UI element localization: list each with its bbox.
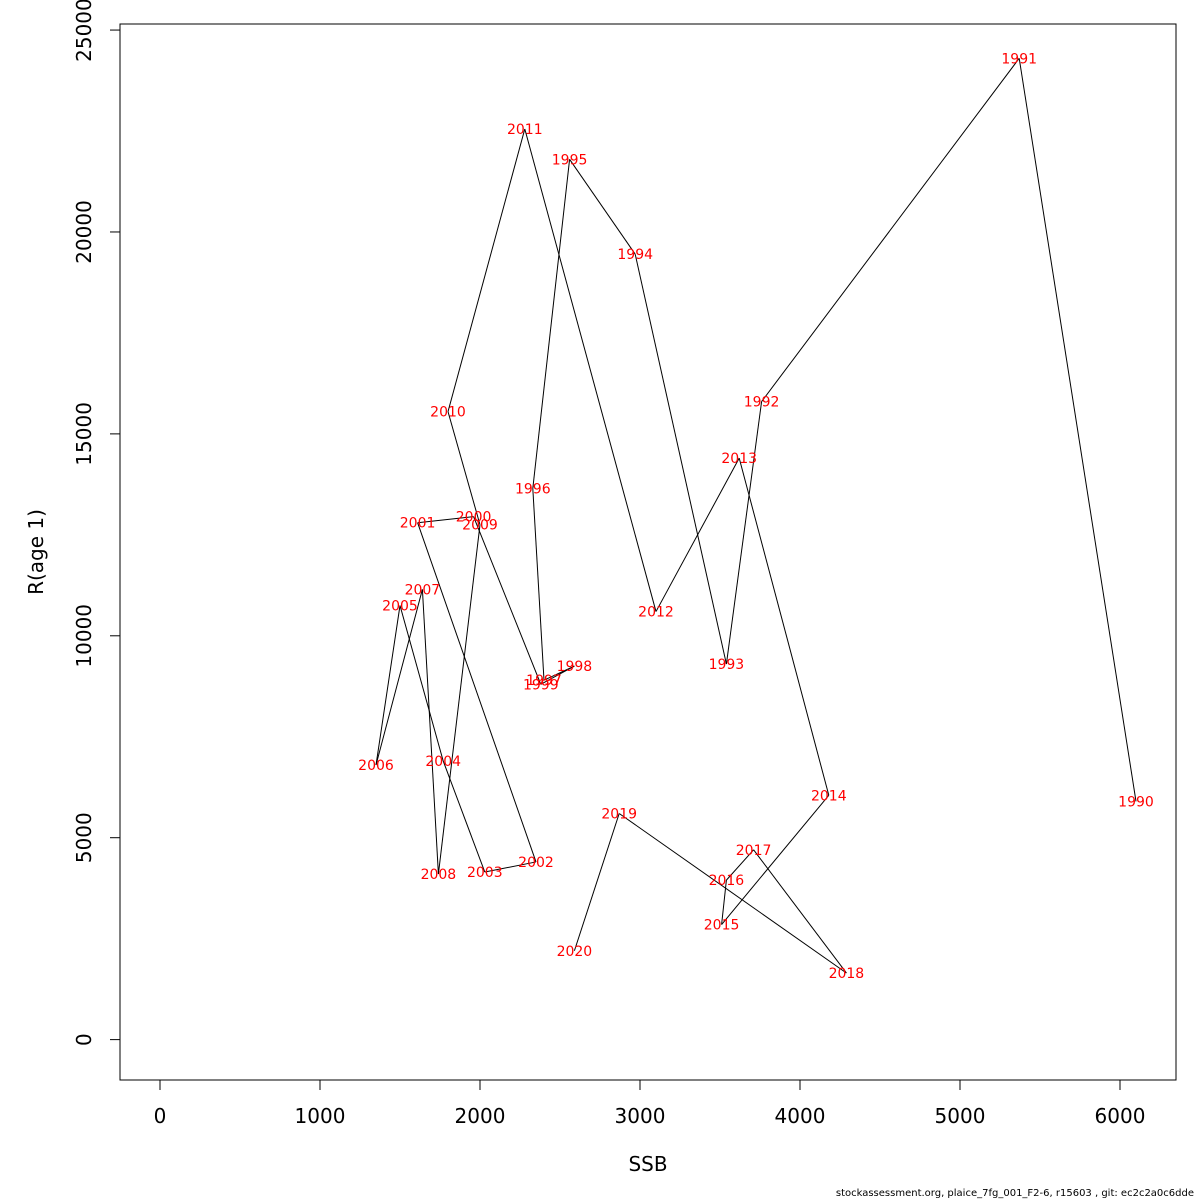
plot-frame	[119, 23, 1177, 1081]
y-tick-label: 15000	[72, 402, 96, 466]
x-tick-label: 6000	[1095, 1104, 1146, 1128]
series-segment	[1018, 58, 1137, 802]
point-year-label: 2016	[709, 873, 745, 889]
x-tick-label: 1000	[295, 1104, 346, 1128]
series-segment	[447, 411, 481, 525]
point-year-label: 2004	[425, 754, 461, 770]
point-year-label: 1998	[557, 659, 593, 675]
series-segment	[634, 254, 727, 665]
point-year-label: 1993	[709, 657, 745, 673]
series-segment	[437, 524, 481, 875]
y-tick-label: 5000	[72, 812, 96, 863]
x-tick-label: 2000	[455, 1104, 506, 1128]
series-segment	[532, 488, 545, 681]
series-segment	[726, 849, 754, 881]
y-tick-label: 25000	[72, 0, 96, 62]
point-year-label: 1994	[617, 247, 653, 263]
series-segment	[417, 516, 474, 524]
point-year-label: 1991	[1001, 51, 1037, 67]
point-year-label: 2020	[557, 944, 593, 960]
point-year-label: 2010	[430, 405, 466, 421]
point-year-label: 1990	[1118, 794, 1154, 810]
series-segment	[753, 849, 847, 974]
point-year-label: 2003	[467, 865, 503, 881]
series-segment	[721, 794, 830, 925]
x-axis-title: SSB	[628, 1152, 667, 1176]
series-segment	[618, 813, 847, 974]
point-year-label: 2017	[736, 843, 772, 859]
point-year-label: 2019	[601, 806, 637, 822]
point-year-label: 2000	[456, 510, 492, 526]
point-year-label: 2008	[421, 867, 457, 883]
series-segment	[573, 813, 620, 951]
footer-source-note: stockassessment.org, plaice_7fg_001_F2-6…	[835, 1188, 1194, 1199]
series-segment	[540, 665, 575, 685]
series-segment	[721, 880, 727, 925]
series-segment	[417, 522, 537, 863]
series-segment	[473, 516, 542, 685]
series-segment	[447, 128, 526, 412]
y-axis-title: R(age 1)	[24, 509, 48, 595]
series-segment	[375, 589, 423, 766]
point-year-label: 2014	[811, 788, 847, 804]
series-path	[375, 58, 1137, 974]
y-tick-label: 10000	[72, 604, 96, 668]
point-year-label: 2002	[518, 855, 554, 871]
series-segment	[399, 605, 444, 762]
y-tick-label: 0	[72, 1033, 96, 1046]
point-year-label: 2005	[382, 599, 418, 615]
point-year-label: 2015	[704, 918, 740, 934]
series-segment	[569, 158, 636, 255]
point-year-label: 1997	[526, 673, 562, 689]
point-year-label: 2006	[358, 758, 394, 774]
point-year-label: 2001	[400, 516, 436, 532]
point-year-label: 2011	[507, 122, 543, 138]
series-segment	[421, 589, 439, 875]
point-year-label: 1992	[744, 395, 780, 411]
series-segment	[524, 128, 657, 612]
series-segment	[738, 457, 830, 796]
x-tick-label: 5000	[935, 1104, 986, 1128]
x-tick-label: 3000	[615, 1104, 666, 1128]
y-tick-label: 20000	[72, 200, 96, 264]
point-year-label: 1999	[523, 677, 559, 693]
point-year-label: 2009	[462, 518, 498, 534]
point-year-label: 1995	[552, 152, 588, 168]
series-segment	[484, 861, 537, 873]
series-segment	[725, 401, 763, 665]
x-tick-label: 0	[154, 1104, 167, 1128]
series-segment	[375, 605, 401, 766]
series-segment	[761, 58, 1020, 402]
point-year-label: 2013	[721, 451, 757, 467]
point-year-label: 2012	[638, 605, 674, 621]
point-year-label: 1996	[515, 481, 551, 497]
x-axis: 0 1000 2000 3000 4000 5000 6000	[154, 1079, 1146, 1128]
point-year-label: 2018	[829, 966, 865, 982]
point-year-label: 2007	[405, 582, 441, 598]
x-tick-label: 4000	[775, 1104, 826, 1128]
y-axis: 0 5000 10000 15000 20000 25000	[72, 0, 121, 1046]
series-segment	[655, 457, 740, 612]
series-segment	[532, 159, 571, 489]
